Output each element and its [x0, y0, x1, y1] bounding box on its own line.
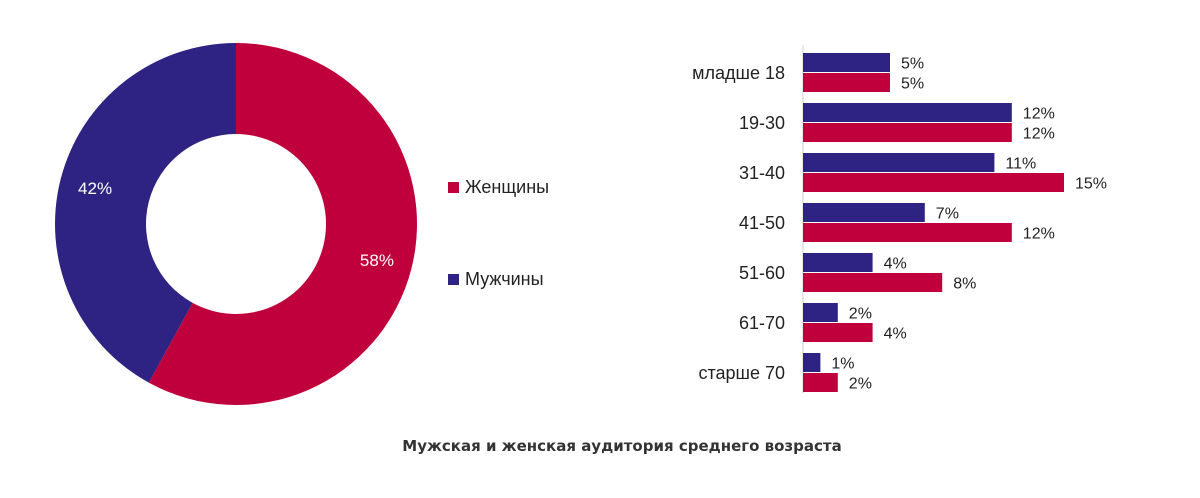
bar-women — [803, 173, 1064, 192]
bar-value-label-women: 4% — [884, 326, 907, 343]
donut-label-women: 58% — [360, 251, 394, 270]
chart-caption: Мужская и женская аудитория среднего воз… — [402, 437, 842, 455]
bar-women — [803, 123, 1012, 142]
bar-men — [803, 53, 890, 72]
bar-value-label-men: 11% — [1005, 156, 1036, 173]
category-label: старше 70 — [698, 363, 785, 383]
donut-slice-women — [148, 43, 417, 405]
donut-legend: Женщины Мужчины — [448, 177, 549, 289]
bar-value-label-men: 4% — [884, 256, 907, 273]
legend-label-women: Женщины — [465, 177, 549, 197]
donut-chart: 58% 42% — [54, 43, 417, 405]
bar-value-label-men: 7% — [936, 206, 959, 223]
bar-value-label-women: 5% — [901, 76, 924, 93]
category-label: 31-40 — [739, 163, 785, 183]
bar-men — [803, 253, 873, 272]
donut-label-men: 42% — [78, 179, 112, 198]
bar-men — [803, 203, 925, 222]
legend-swatch-men — [448, 274, 459, 285]
bar-value-label-men: 12% — [1023, 106, 1055, 123]
bar-women — [803, 223, 1012, 242]
bar-women — [803, 373, 838, 392]
bar-men — [803, 153, 995, 172]
bar-value-label-women: 12% — [1023, 226, 1055, 243]
bar-value-label-men: 2% — [849, 306, 872, 323]
category-label: 61-70 — [739, 313, 785, 333]
bar-value-label-women: 12% — [1023, 126, 1055, 143]
bar-value-label-women: 8% — [953, 276, 976, 293]
category-label: 19-30 — [739, 113, 785, 133]
bar-women — [803, 273, 943, 292]
legend-swatch-women — [448, 182, 459, 193]
category-label: 41-50 — [739, 213, 785, 233]
bar-value-label-women: 2% — [849, 376, 872, 393]
bar-value-label-women: 15% — [1075, 176, 1107, 193]
category-label: 51-60 — [739, 263, 785, 283]
bar-value-label-men: 5% — [901, 56, 924, 73]
bar-value-label-men: 1% — [831, 356, 854, 373]
bar-men — [803, 103, 1012, 122]
bar-women — [803, 73, 890, 92]
age-bar-chart: младше 18 5% 5% 19-30 12% 12% 31-40 11% 15% 41-50… — [692, 45, 1107, 393]
category-label: младше 18 — [692, 63, 785, 83]
legend-label-men: Мужчины — [465, 269, 544, 289]
donut-slice-men — [54, 43, 237, 383]
bar-men — [803, 353, 821, 372]
bar-women — [803, 323, 873, 342]
bar-men — [803, 303, 838, 322]
